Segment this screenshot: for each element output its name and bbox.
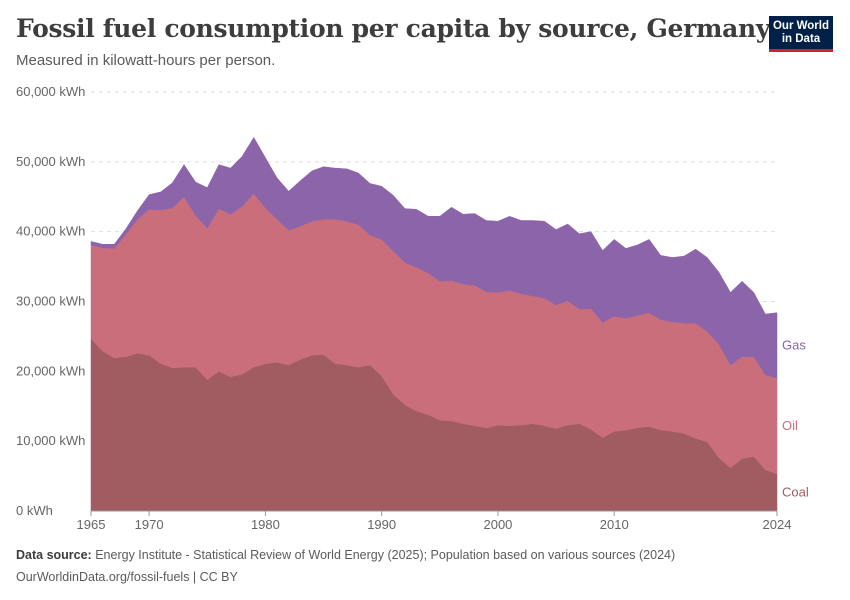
data-source-text: Energy Institute - Statistical Review of… xyxy=(95,548,676,562)
x-tick-label: 1965 xyxy=(77,517,106,532)
source-url-license[interactable]: OurWorldinData.org/fossil-fuels | CC BY xyxy=(16,570,238,584)
data-source-label: Data source: xyxy=(16,548,92,562)
series-label-gas: Gas xyxy=(782,337,806,352)
x-tick-label: 1980 xyxy=(251,517,280,532)
y-tick-label: 50,000 kWh xyxy=(16,154,85,169)
owid-logo[interactable]: Our World in Data xyxy=(769,16,833,52)
series-label-oil: Oil xyxy=(782,418,798,433)
x-tick-label: 2000 xyxy=(483,517,512,532)
x-tick-label: 2024 xyxy=(763,517,792,532)
y-tick-label: 10,000 kWh xyxy=(16,433,85,448)
area-gas xyxy=(90,136,778,379)
y-tick-label: 30,000 kWh xyxy=(16,294,85,309)
y-tick-label: 60,000 kWh xyxy=(16,84,85,99)
chart-title: Fossil fuel consumption per capita by so… xyxy=(16,14,771,43)
y-tick-label: 40,000 kWh xyxy=(16,224,85,239)
chart-subtitle: Measured in kilowatt-hours per person. xyxy=(16,52,276,69)
logo-line-2: in Data xyxy=(781,33,821,45)
x-tick-label: 1990 xyxy=(367,517,396,532)
x-tick-label: 2010 xyxy=(600,517,629,532)
y-tick-label: 20,000 kWh xyxy=(16,363,85,378)
data-source-note: Data source: Energy Institute - Statisti… xyxy=(16,548,675,562)
x-tick-label: 1970 xyxy=(135,517,164,532)
series-label-coal: Coal xyxy=(782,484,809,499)
logo-line-1: Our World xyxy=(772,20,829,32)
y-tick-label: 0 kWh xyxy=(16,503,53,518)
